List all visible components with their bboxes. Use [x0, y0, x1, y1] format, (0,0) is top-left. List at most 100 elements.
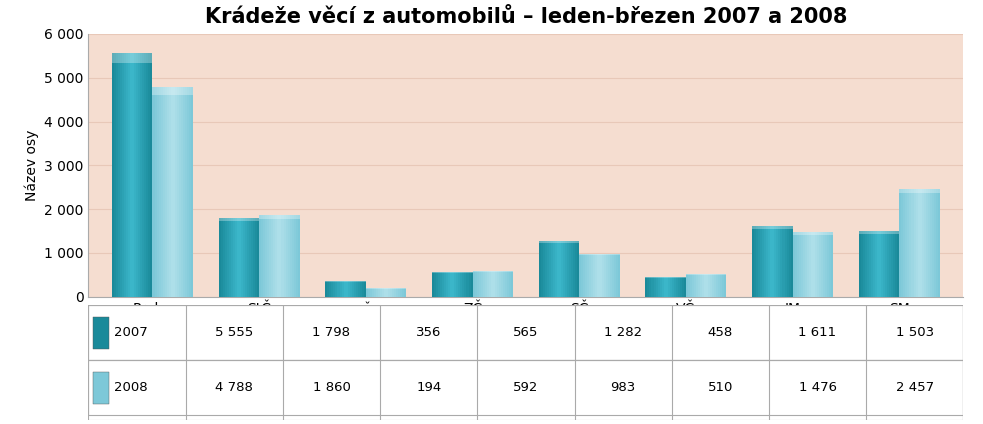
Bar [658, 277, 660, 297]
Bar [764, 226, 767, 297]
Bar [861, 231, 863, 297]
Bar [494, 271, 496, 297]
Bar [897, 231, 899, 297]
Y-axis label: Název osy: Název osy [24, 130, 38, 201]
Bar [116, 53, 118, 297]
Bar [237, 218, 239, 297]
Bar [557, 241, 559, 297]
Bar [360, 281, 362, 297]
Bar [260, 215, 261, 297]
Bar [565, 241, 567, 297]
Bar [694, 274, 696, 297]
Bar [903, 189, 905, 297]
Bar [378, 288, 380, 297]
Bar [452, 272, 454, 297]
Bar [473, 271, 513, 272]
Bar [686, 274, 688, 297]
Bar [380, 288, 382, 297]
Bar [717, 274, 719, 297]
Bar [867, 231, 869, 297]
Bar [130, 53, 132, 297]
Bar [930, 189, 932, 297]
Bar [581, 254, 583, 297]
Bar [404, 288, 406, 297]
Bar [444, 272, 446, 297]
Bar [362, 281, 364, 297]
Bar [596, 254, 598, 297]
Bar [606, 254, 607, 297]
Bar [543, 241, 545, 297]
Text: 1 798: 1 798 [313, 326, 351, 339]
Text: 565: 565 [513, 326, 539, 339]
Bar [150, 53, 152, 297]
Bar [88, 305, 963, 360]
Bar [660, 277, 662, 297]
Bar [146, 53, 148, 297]
Bar [473, 271, 475, 297]
Bar [501, 271, 503, 297]
Bar [715, 274, 717, 297]
Bar [646, 277, 686, 278]
Bar [936, 189, 938, 297]
Text: 1 611: 1 611 [798, 326, 837, 339]
Bar [173, 87, 175, 297]
Bar [702, 274, 704, 297]
Bar [256, 218, 258, 297]
Bar [656, 277, 658, 297]
Bar [364, 281, 366, 297]
Bar [585, 254, 588, 297]
Bar [788, 226, 790, 297]
Bar [448, 272, 450, 297]
Bar [799, 232, 801, 297]
Bar [611, 254, 613, 297]
Bar [241, 218, 243, 297]
Bar [118, 53, 120, 297]
Bar [754, 226, 756, 297]
Bar [779, 226, 781, 297]
Bar [688, 274, 690, 297]
Bar [152, 87, 154, 297]
Bar [235, 218, 237, 297]
Bar [496, 271, 499, 297]
Bar [794, 232, 796, 297]
Bar [487, 271, 489, 297]
Bar [832, 232, 834, 297]
Bar [871, 231, 873, 297]
Bar [869, 231, 871, 297]
Bar [769, 226, 771, 297]
Bar [376, 288, 378, 297]
Bar [388, 288, 390, 297]
Bar [374, 288, 376, 297]
Bar [145, 53, 146, 297]
Bar [809, 232, 811, 297]
Bar [124, 53, 126, 297]
Bar [296, 215, 298, 297]
Bar [907, 189, 909, 297]
Bar [654, 277, 656, 297]
Bar [402, 288, 404, 297]
Bar [485, 271, 487, 297]
Bar [509, 271, 511, 297]
Bar [758, 226, 760, 297]
Bar [344, 281, 346, 297]
Bar [571, 241, 573, 297]
Bar [175, 87, 177, 297]
Bar [829, 232, 832, 297]
Bar [436, 272, 438, 297]
Bar [499, 271, 501, 297]
Bar [609, 254, 611, 297]
Bar [471, 272, 473, 297]
Bar [372, 288, 374, 297]
Bar [191, 87, 193, 297]
Bar [561, 241, 563, 297]
Bar [680, 277, 682, 297]
Bar [456, 272, 458, 297]
Bar [775, 226, 777, 297]
Bar [877, 231, 879, 297]
Bar [181, 87, 183, 297]
Bar [713, 274, 715, 297]
Bar [896, 231, 897, 297]
Bar [796, 232, 799, 297]
Bar [243, 218, 245, 297]
Bar [752, 226, 754, 297]
